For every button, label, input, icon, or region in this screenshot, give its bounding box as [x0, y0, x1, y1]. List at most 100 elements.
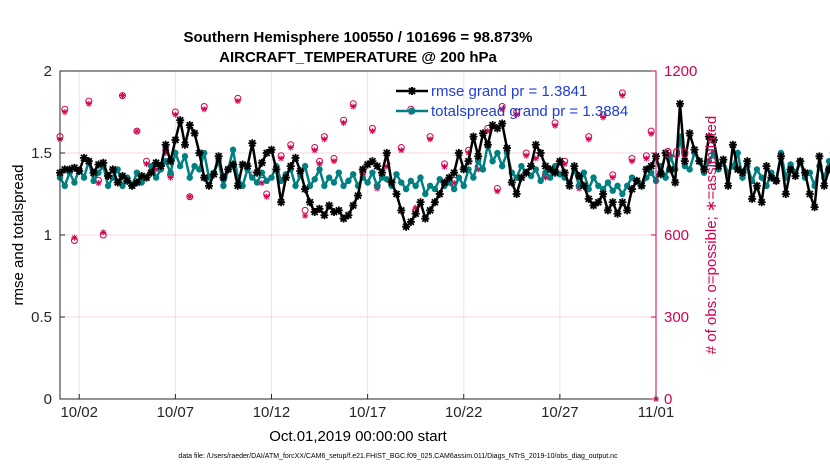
rmse-point — [195, 149, 204, 157]
totalspread-point — [398, 179, 405, 186]
rmse-point — [531, 140, 540, 149]
rmse-point — [555, 157, 564, 166]
totalspread-point — [176, 162, 184, 170]
obs-assimilated-point — [350, 103, 357, 110]
rmse-point — [757, 198, 766, 207]
rmse-point — [738, 168, 747, 177]
totalspread-point — [345, 177, 352, 185]
rmse-point — [378, 168, 386, 177]
obs-assimilated-point — [95, 180, 102, 187]
rmse-point — [786, 165, 795, 174]
rmse-point — [623, 206, 632, 215]
totalspread-point — [489, 158, 496, 165]
rmse-point — [748, 194, 757, 203]
rmse-point — [387, 178, 396, 187]
totalspread-point — [90, 177, 97, 185]
y2-tick-label: 600 — [664, 227, 689, 244]
rmse-point — [695, 157, 704, 166]
totalspread-point — [628, 174, 636, 181]
totalspread-point — [292, 182, 299, 189]
obs-assimilated-point — [133, 128, 140, 135]
rmse-point — [397, 206, 406, 215]
rmse-point — [512, 190, 521, 198]
totalspread-point — [422, 190, 429, 198]
rmse-point — [820, 181, 829, 190]
rmse-point — [209, 170, 218, 179]
totalspread-point — [95, 169, 102, 176]
rmse-point — [286, 162, 295, 171]
totalspread-point — [229, 146, 237, 153]
rmse-point — [522, 168, 531, 177]
rmse-point — [272, 165, 281, 174]
chart-subtitle: AIRCRAFT_TEMPERATURE @ 200 hPa — [219, 49, 497, 66]
rmse-point — [320, 211, 329, 220]
rmse-point — [474, 152, 483, 161]
rmse-point — [560, 168, 569, 177]
obs-assimilated-point — [628, 158, 635, 165]
chart-title: Southern Hemisphere 100550 / 101696 = 98… — [184, 29, 533, 46]
obs-assimilated-point — [278, 155, 285, 162]
rmse-point — [349, 201, 358, 210]
totalspread-point — [431, 185, 439, 193]
rmse-point — [166, 157, 175, 166]
totalspread-point — [152, 174, 160, 181]
rmse-point — [762, 162, 771, 171]
totalspread-point — [599, 185, 607, 193]
totalspread-point — [513, 174, 520, 181]
rmse-point — [344, 211, 353, 220]
rmse-point — [305, 198, 314, 207]
rmse-point — [700, 165, 709, 174]
rmse-point — [464, 157, 473, 166]
rmse-point — [450, 168, 459, 177]
rmse-point — [171, 135, 180, 144]
rmse-point — [363, 160, 372, 169]
rmse-point — [229, 160, 237, 169]
totalspread-point — [667, 153, 674, 160]
rmse-point — [618, 198, 627, 207]
rmse-point — [709, 135, 718, 144]
rmse-point — [70, 163, 79, 172]
y-axis-label: rmse and totalspread — [10, 165, 27, 306]
obs-assimilated-point — [119, 92, 126, 99]
totalspread-point — [321, 182, 328, 189]
totalspread-point — [825, 158, 830, 165]
totalspread-point — [402, 185, 410, 193]
rmse-point — [599, 190, 608, 198]
rmse-point — [219, 173, 228, 182]
totalspread-point — [263, 177, 270, 185]
rmse-point — [411, 209, 420, 218]
rmse-point — [267, 145, 276, 154]
y-tick-label: 1 — [44, 227, 52, 244]
totalspread-point — [542, 169, 549, 176]
rmse-point — [575, 172, 584, 180]
x-tick-label: 10/02 — [60, 404, 98, 421]
totalspread-point — [619, 190, 626, 198]
totalspread-point — [758, 174, 765, 181]
rmse-point — [685, 129, 694, 138]
rmse-point — [248, 139, 257, 148]
rmse-point — [608, 198, 617, 207]
totalspread-point — [80, 174, 88, 181]
y2-tick-label: 1200 — [664, 63, 697, 80]
rmse-point — [690, 145, 699, 154]
rmse-point — [551, 168, 560, 177]
totalspread-point — [417, 174, 424, 181]
rmse-point — [334, 206, 343, 215]
rmse-point — [392, 190, 401, 198]
obs-assimilated-point — [499, 106, 506, 113]
obs-assimilated-point — [513, 111, 520, 118]
rmse-point — [483, 140, 492, 149]
totalspread-point — [470, 174, 477, 181]
rmse-point — [104, 172, 113, 180]
y-tick-label: 2 — [44, 63, 52, 80]
rmse-point — [99, 158, 108, 167]
data-file-note: data file: /Users/raeder/DAI/ATM_forcXX/… — [178, 453, 618, 460]
rmse-point — [89, 168, 98, 177]
totalspread-point — [436, 176, 443, 183]
rmse-point — [647, 162, 656, 171]
totalspread-point — [527, 172, 535, 180]
rmse-point — [253, 168, 262, 177]
rmse-point — [666, 165, 675, 174]
rmse-point — [752, 181, 761, 190]
x-tick-label: 11/01 — [638, 404, 674, 421]
